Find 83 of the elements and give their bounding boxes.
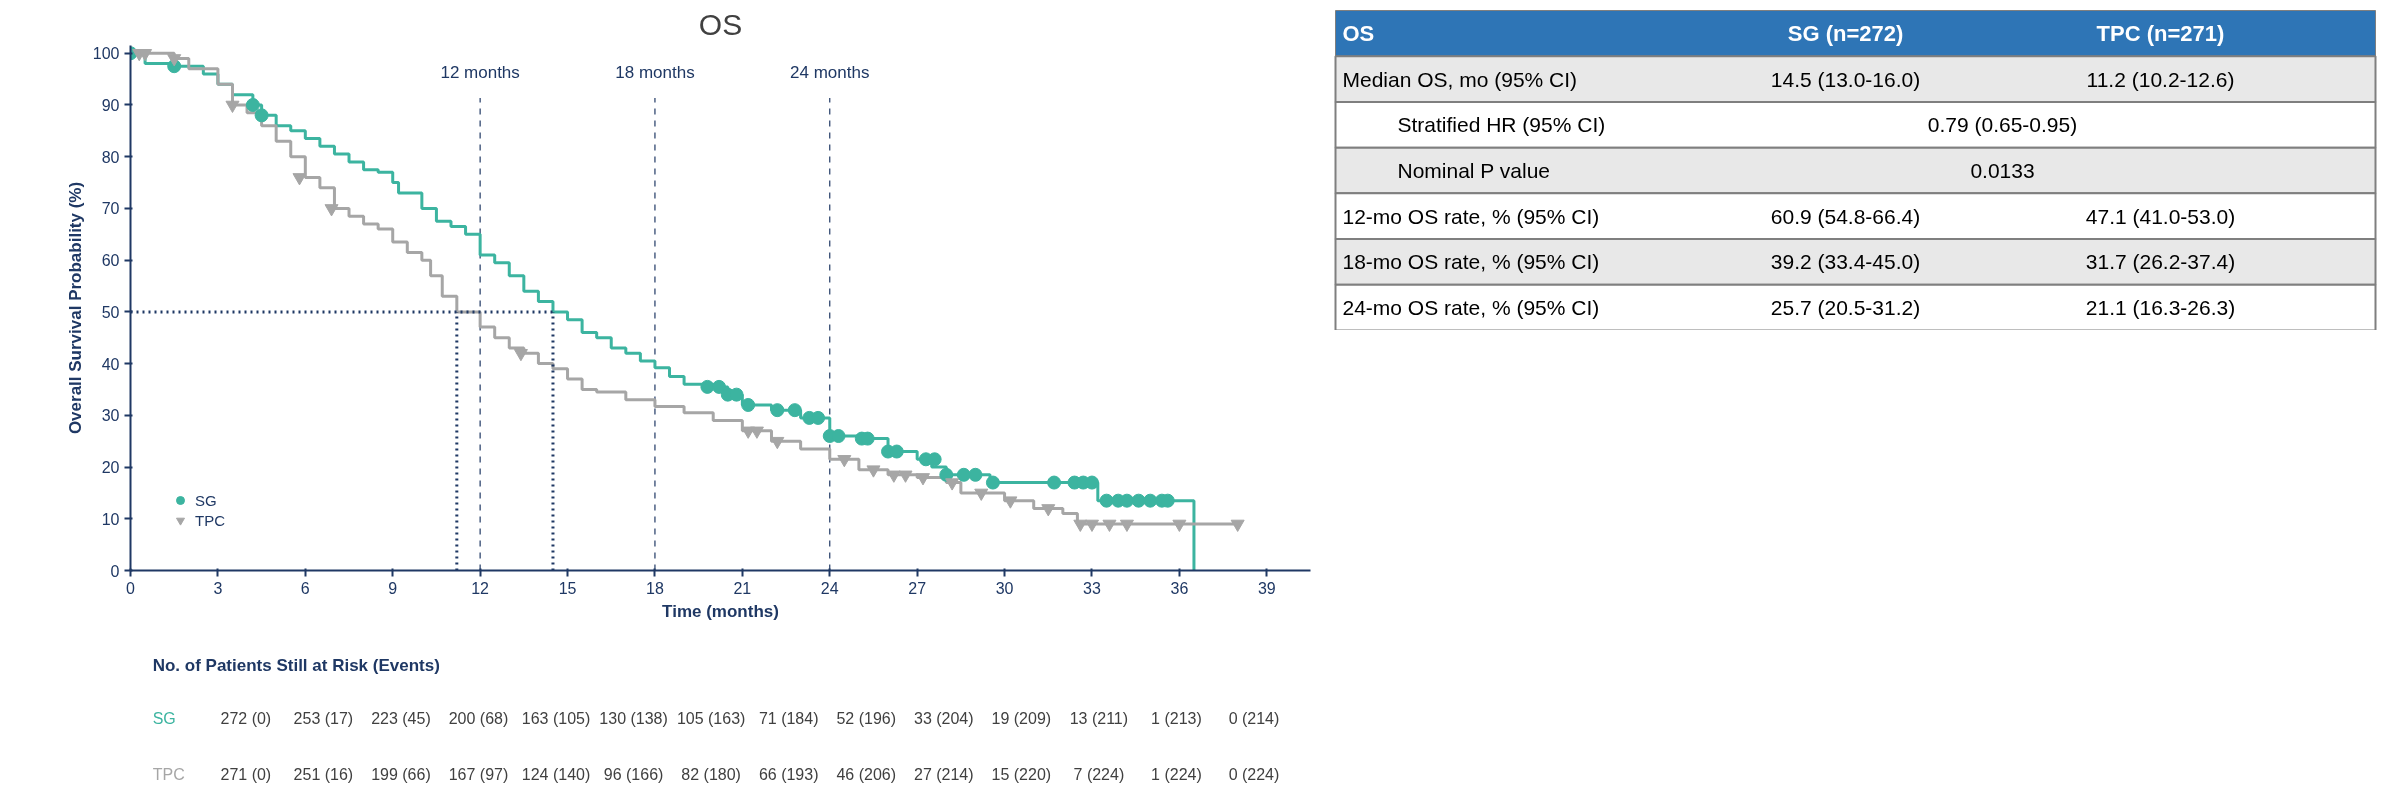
text: 21.1 (16.3-26.3) — [2085, 296, 2236, 320]
text: 124 (140) — [521, 766, 591, 784]
text: 33 (204) — [913, 710, 974, 728]
y-tick-label: 50 — [101, 303, 120, 321]
ref-line-label: 18 months — [615, 63, 695, 83]
text: 223 (45) — [371, 710, 431, 728]
x-tick-label: 15 — [558, 579, 577, 597]
text: 31.7 (26.2-37.4) — [2085, 250, 2236, 274]
text: 11.2 (10.2-12.6) — [2086, 67, 2235, 91]
x-tick-label: 6 — [300, 579, 310, 597]
x-tick-label: 24 — [820, 579, 839, 597]
category-label: 12-mo OS rate, % (95% CI) — [1342, 204, 1600, 228]
text: 105 (163) — [676, 710, 746, 728]
text: 251 (16) — [293, 766, 354, 784]
text: 47.1 (41.0-53.0) — [2085, 204, 2236, 228]
y-tick-label: 20 — [101, 459, 120, 477]
text: 271 (0) — [220, 766, 272, 784]
text: 200 (68) — [448, 710, 509, 728]
x-tick-label: 36 — [1170, 579, 1189, 597]
category-label: Median OS, mo (95% CI) — [1342, 67, 1578, 91]
text: 52 (196) — [836, 710, 897, 728]
text: 1 (213) — [1151, 710, 1202, 728]
y-tick-label: 40 — [101, 355, 120, 373]
x-tick-label: 0 — [126, 579, 136, 597]
x-tick-label: 39 — [1257, 579, 1276, 597]
category-label: SG (n=272) — [1787, 20, 1904, 46]
text: 199 (66) — [371, 766, 431, 784]
y-tick-label: 0 — [110, 562, 120, 580]
text: 96 (166) — [603, 766, 664, 784]
text: 82 (180) — [681, 766, 741, 784]
y-tick-label: 10 — [101, 510, 120, 528]
x-tick-label: 3 — [213, 579, 223, 597]
text: 0 (214) — [1228, 710, 1280, 728]
x-tick-label: 33 — [1083, 579, 1101, 597]
text: 66 (193) — [758, 766, 819, 784]
category-label: TPC (n=271) — [2096, 20, 2225, 46]
text: 25.7 (20.5-31.2) — [1770, 296, 1921, 320]
text: 14.5 (13.0-16.0) — [1770, 67, 1921, 91]
x-tick-label: 12 — [471, 579, 490, 597]
ref-line-label: 12 months — [440, 63, 520, 83]
y-tick-label: 90 — [101, 96, 120, 114]
category-label: SG — [152, 710, 176, 728]
category-label: Stratified HR (95% CI) — [1397, 113, 1606, 137]
text: 19 (209) — [991, 710, 1052, 728]
category-label: TPC — [152, 766, 185, 784]
legend-label: TPC — [195, 511, 225, 529]
text: 167 (97) — [448, 766, 509, 784]
legend-label: SG — [195, 491, 217, 509]
x-tick-label: 18 — [646, 579, 664, 597]
y-tick-label: 60 — [101, 252, 120, 270]
category-label: 24-mo OS rate, % (95% CI) — [1342, 296, 1600, 320]
y-tick-label: 100 — [92, 45, 120, 63]
text: 7 (224) — [1073, 766, 1125, 784]
text: 253 (17) — [293, 710, 354, 728]
text: 1 (224) — [1151, 766, 1202, 784]
y-axis-title: Overall Survival Probability (%) — [65, 181, 85, 435]
text: 0.0133 — [1970, 158, 2035, 182]
x-tick-label: 21 — [733, 579, 752, 597]
category-label: 18-mo OS rate, % (95% CI) — [1342, 250, 1600, 274]
x-tick-label: 27 — [908, 579, 927, 597]
text: 27 (214) — [913, 766, 974, 784]
y-tick-label: 30 — [101, 407, 120, 425]
text: OS — [1342, 20, 1375, 46]
text: No. of Patients Still at Risk (Events) — [152, 656, 440, 676]
chart-title: OS — [698, 7, 743, 41]
y-tick-label: 70 — [101, 200, 120, 218]
y-tick-label: 80 — [101, 148, 120, 166]
text: 130 (138) — [599, 710, 668, 728]
x-tick-label: 30 — [995, 579, 1014, 597]
x-axis-title: Time (months) — [662, 601, 779, 621]
x-tick-label: 9 — [388, 579, 398, 597]
text: 163 (105) — [521, 710, 591, 728]
ref-line-label: 24 months — [790, 63, 870, 83]
text: 272 (0) — [220, 710, 272, 728]
text: 71 (184) — [758, 710, 819, 728]
text: 39.2 (33.4-45.0) — [1770, 250, 1921, 274]
text: 13 (211) — [1069, 710, 1129, 728]
text: 15 (220) — [991, 766, 1052, 784]
text: 0 (224) — [1228, 766, 1280, 784]
category-label: Nominal P value — [1397, 159, 1551, 182]
text: 60.9 (54.8-66.4) — [1770, 204, 1921, 228]
text: 46 (206) — [836, 766, 897, 784]
text: 0.79 (0.65-0.95) — [1927, 113, 2078, 137]
